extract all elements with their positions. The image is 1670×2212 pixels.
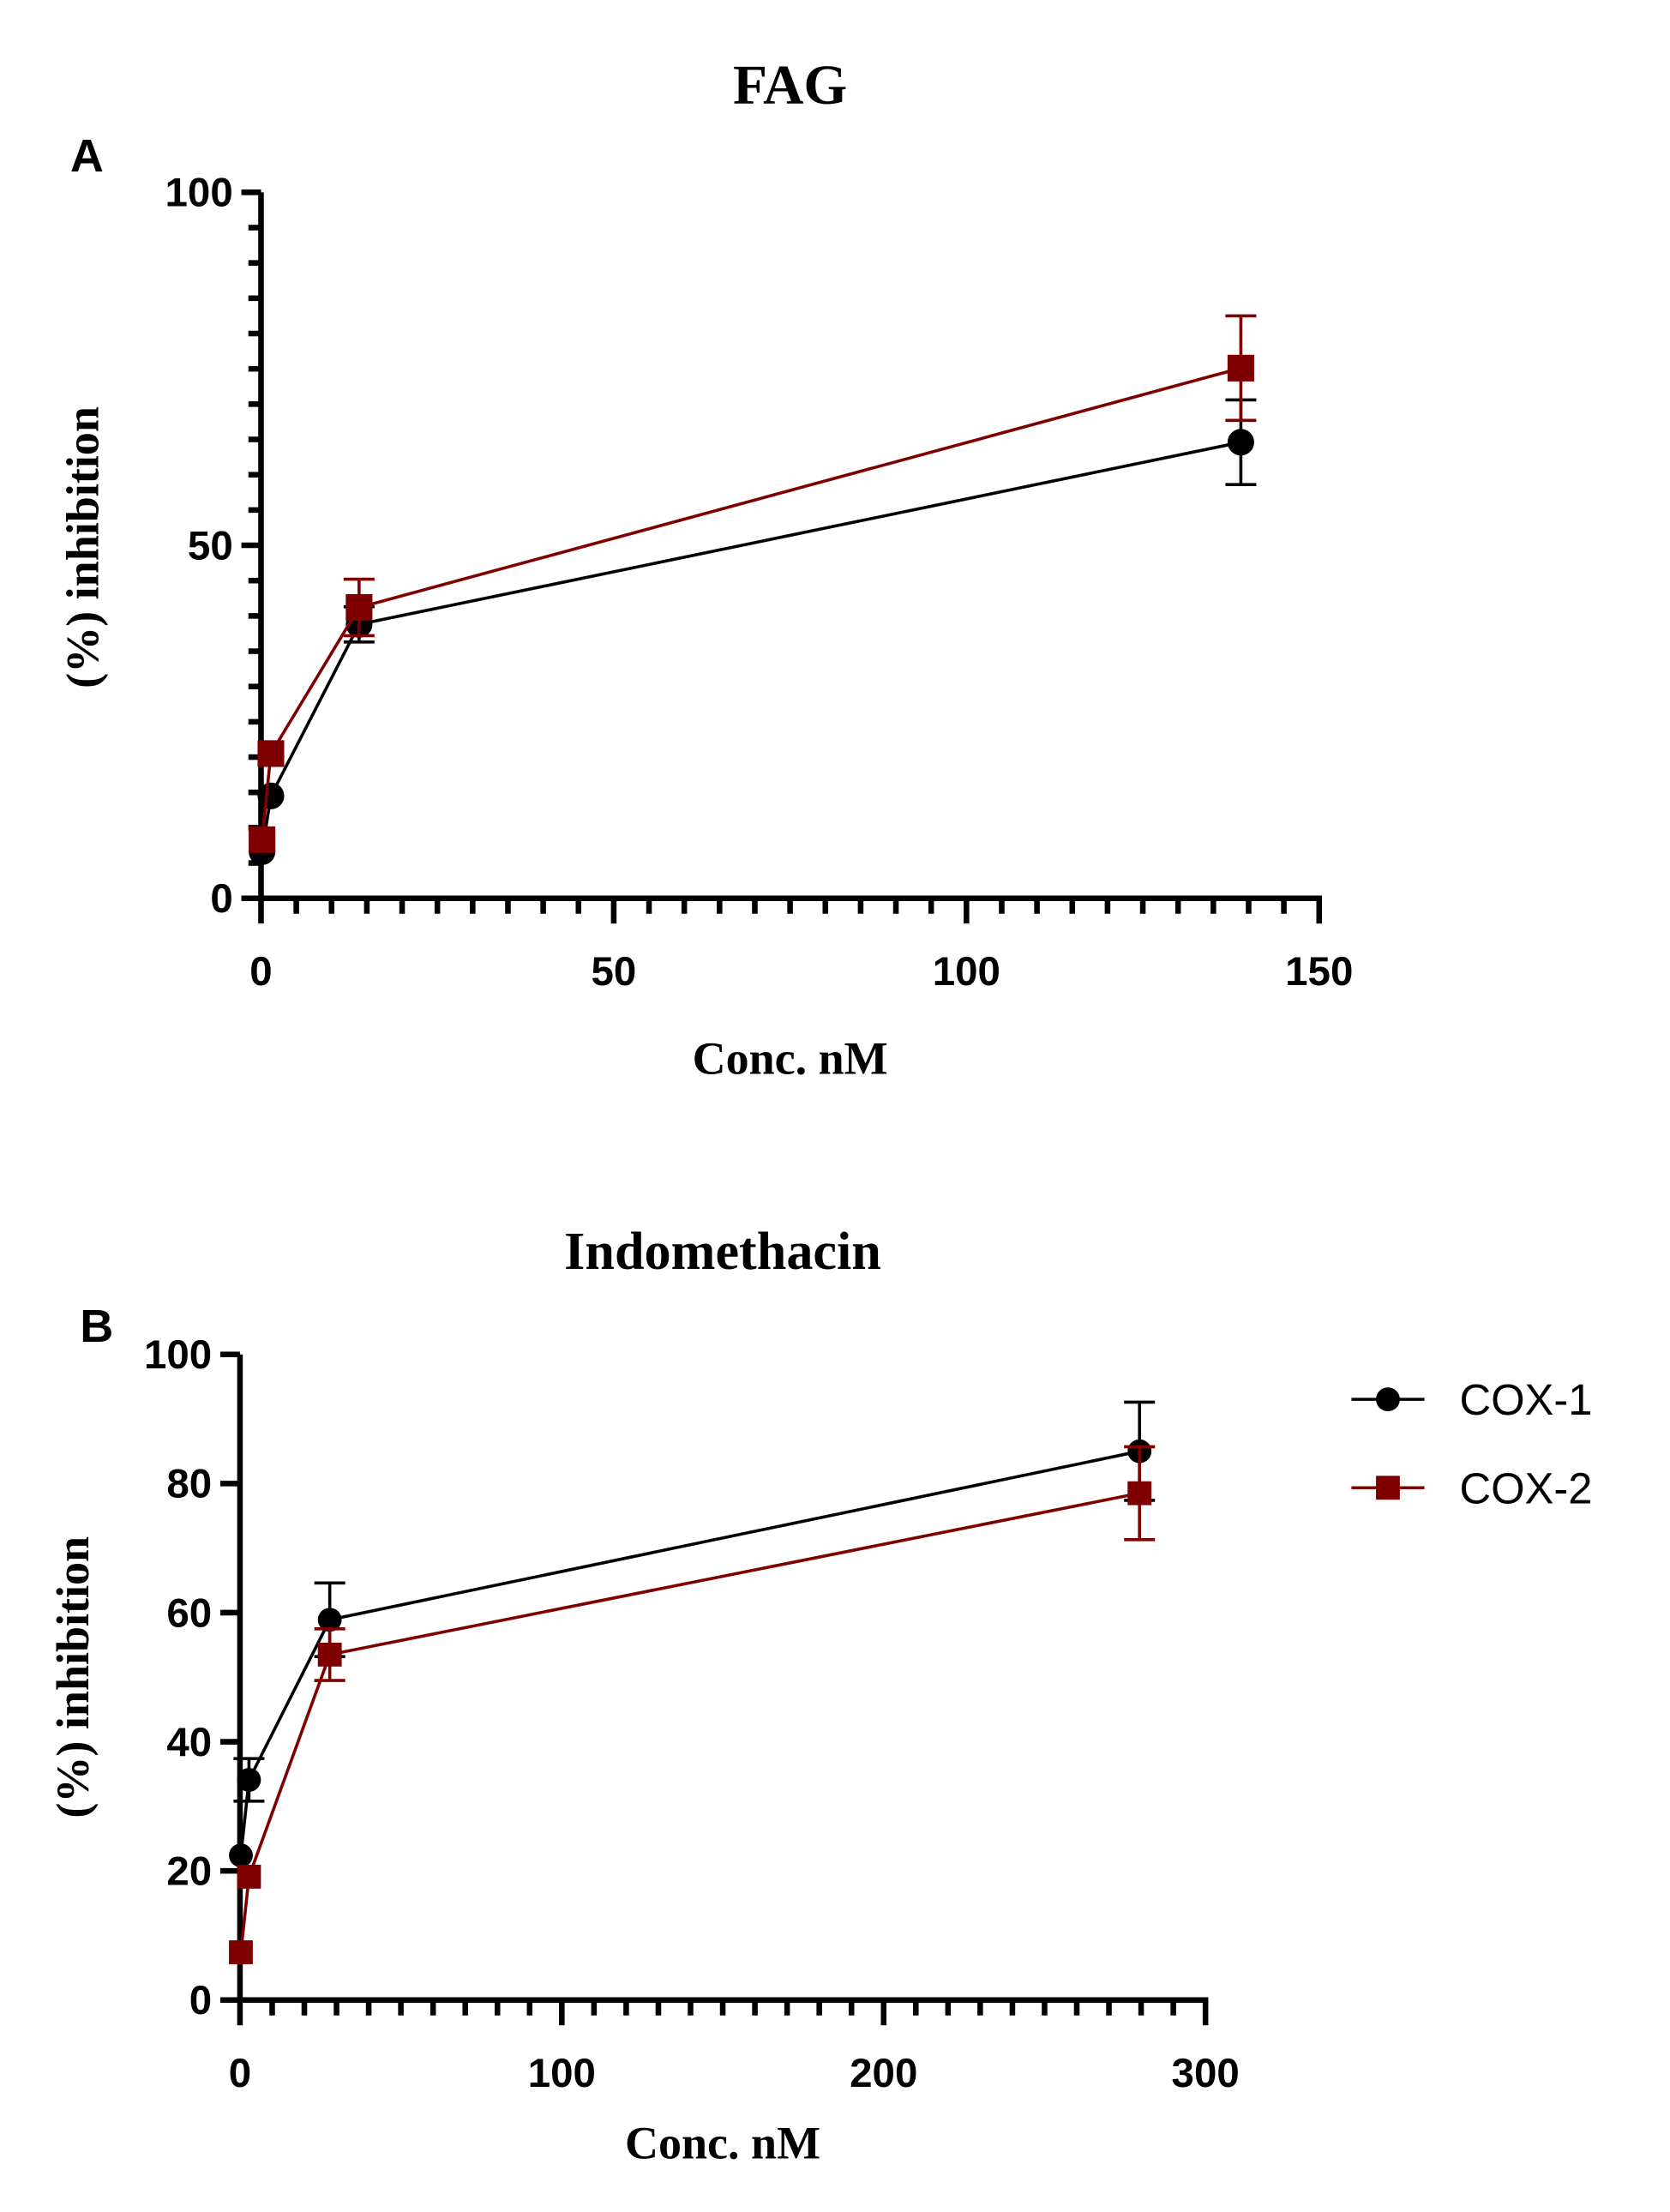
chart-a-xlabel: Conc. nM — [693, 1032, 888, 1084]
chart-b-cox-2-point — [229, 1940, 253, 1964]
chart-a-x-tick-label: 0 — [249, 949, 272, 995]
legend-item-cox-2: COX-2 — [1351, 1464, 1593, 1512]
chart-b-panel-label: B — [80, 1301, 113, 1352]
chart-a-x-tick-label: 50 — [591, 949, 636, 995]
chart-b-y-tick-label: 0 — [189, 1978, 212, 2023]
chart-a-cox-1-line — [260, 441, 1241, 852]
chart-a-ylabel: (%) inhibition — [57, 406, 109, 688]
chart-a-title: FAG — [733, 55, 847, 117]
chart-b: Indomethacin B Conc. nM (%) inhibition 0… — [47, 1223, 1240, 2169]
chart-b-title: Indomethacin — [564, 1223, 881, 1281]
chart-b-y-tick-label: 20 — [166, 1849, 212, 1895]
chart-b-y-tick-label: 100 — [144, 1332, 212, 1378]
chart-a-x-tick-label: 100 — [933, 949, 1000, 995]
chart-a-cox-2-line — [260, 366, 1241, 840]
legend: COX-1 COX-2 — [1351, 1375, 1593, 1512]
chart-a-cox-1-point — [257, 782, 285, 809]
chart-b-y-tick-label: 60 — [166, 1590, 212, 1636]
chart-b-x-tick-label: 300 — [1172, 2051, 1240, 2096]
chart-a-cox-2-point — [257, 740, 285, 767]
chart-b-cox-1-line — [239, 1449, 1140, 1856]
chart-a-cox-2-point — [249, 826, 276, 853]
chart-a-cox-2-point — [345, 593, 373, 622]
chart-a-cox-2-point — [1227, 354, 1254, 382]
chart-b-y-tick-label: 80 — [166, 1462, 212, 1507]
chart-a-y-tick-label: 50 — [188, 523, 233, 568]
chart-b-series-cox-2 — [229, 1445, 1156, 1964]
chart-b-cox-1-point — [317, 1608, 342, 1632]
chart-b-x-tick-label: 200 — [850, 2051, 917, 2096]
chart-b-ylabel: (%) inhibition — [47, 1536, 99, 1818]
chart-b-x-tick-label: 0 — [229, 2051, 251, 2096]
legend-circle-marker — [1376, 1387, 1400, 1412]
chart-a-x-tick-label: 150 — [1285, 949, 1353, 995]
chart-b-y-tick-label: 40 — [166, 1720, 212, 1765]
legend-item-cox-1: COX-1 — [1351, 1375, 1593, 1424]
chart-a-cox-1-point — [1227, 429, 1254, 456]
legend-label: COX-1 — [1459, 1375, 1592, 1424]
chart-b-cox-1-point — [229, 1843, 253, 1867]
chart-b-xlabel: Conc. nM — [625, 2118, 820, 2169]
chart-a-y-tick-label: 100 — [165, 171, 233, 216]
chart-b-cox-2-point — [1127, 1481, 1152, 1506]
chart-b-x-tick-label: 100 — [528, 2051, 596, 2096]
chart-b-cox-2-point — [317, 1642, 342, 1667]
chart-b-cox-1-point — [237, 1768, 261, 1792]
chart-b-cox-2-point — [237, 1865, 261, 1889]
chart-a-series-cox-2 — [249, 314, 1257, 853]
legend-square-marker — [1376, 1476, 1400, 1500]
chart-a-series-cox-1 — [249, 398, 1257, 865]
chart-a-y-tick-label: 0 — [210, 876, 232, 922]
chart-b-cox-2-line — [239, 1491, 1140, 1953]
chart-a-axes — [241, 189, 1323, 924]
legend-label: COX-2 — [1459, 1464, 1592, 1512]
chart-a-panel-label: A — [70, 130, 104, 182]
chart-b-series-cox-1 — [229, 1400, 1156, 1867]
chart-a: FAG A Conc. nM (%) inhibition 0 50 100 0 50 1… — [57, 55, 1354, 1084]
chart-b-axes — [220, 1351, 1209, 2026]
